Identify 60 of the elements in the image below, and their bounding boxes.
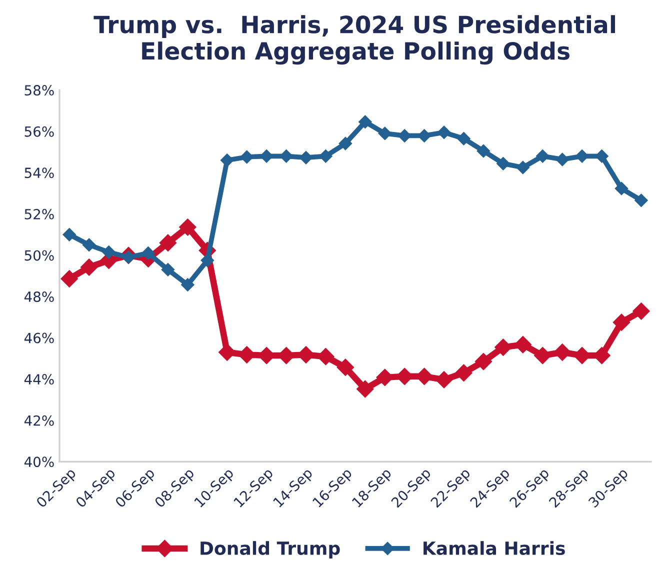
point bbox=[280, 150, 293, 163]
point bbox=[356, 380, 374, 398]
point bbox=[435, 371, 453, 388]
y-tick-label: 52% bbox=[24, 208, 54, 220]
point bbox=[496, 156, 510, 170]
point bbox=[536, 150, 550, 163]
point bbox=[122, 250, 136, 264]
point bbox=[62, 228, 76, 242]
point bbox=[575, 150, 589, 163]
point bbox=[260, 150, 274, 163]
point bbox=[336, 358, 354, 376]
legend-label: Kamala Harris bbox=[424, 541, 565, 556]
point bbox=[220, 154, 234, 167]
y-tick-label: 48% bbox=[24, 291, 54, 302]
point bbox=[161, 263, 175, 276]
point bbox=[60, 270, 78, 288]
y-tick-label: 42% bbox=[24, 415, 54, 426]
y-tick-label: 56% bbox=[24, 126, 54, 137]
point bbox=[181, 278, 194, 292]
point bbox=[378, 126, 392, 140]
point bbox=[514, 336, 532, 354]
legend-label: Donald Trump bbox=[200, 541, 340, 559]
point bbox=[179, 218, 196, 236]
point bbox=[632, 302, 650, 320]
point bbox=[437, 126, 451, 139]
point bbox=[595, 150, 608, 163]
point bbox=[556, 152, 569, 166]
point bbox=[612, 314, 630, 331]
y-tick-label: 40% bbox=[24, 456, 54, 468]
y-tick-label: 54% bbox=[24, 168, 54, 178]
point bbox=[319, 150, 332, 163]
point bbox=[534, 347, 552, 364]
point bbox=[317, 348, 334, 366]
y-tick-label: 58% bbox=[24, 85, 54, 96]
point bbox=[200, 254, 214, 267]
point bbox=[240, 150, 254, 164]
chart-title: Trump vs. Harris, 2024 US Presidential Election Aggregate Polling Odds bbox=[94, 15, 616, 65]
point bbox=[82, 238, 96, 252]
point bbox=[159, 234, 176, 252]
point bbox=[455, 364, 472, 382]
point bbox=[634, 194, 648, 207]
point bbox=[338, 136, 352, 150]
y-tick-label: 46% bbox=[24, 332, 54, 344]
y-tick-label: 44% bbox=[24, 374, 54, 385]
point bbox=[457, 132, 470, 146]
point bbox=[474, 352, 492, 370]
point bbox=[142, 246, 155, 260]
point bbox=[102, 246, 116, 259]
point bbox=[358, 115, 372, 128]
point bbox=[80, 258, 98, 276]
point bbox=[554, 344, 571, 361]
point bbox=[516, 160, 530, 174]
y-tick-label: 50% bbox=[24, 250, 54, 261]
point bbox=[299, 150, 313, 164]
point bbox=[418, 129, 431, 142]
point bbox=[476, 144, 490, 158]
point bbox=[494, 338, 512, 356]
point bbox=[218, 344, 236, 361]
point bbox=[614, 182, 628, 196]
point bbox=[398, 129, 412, 142]
